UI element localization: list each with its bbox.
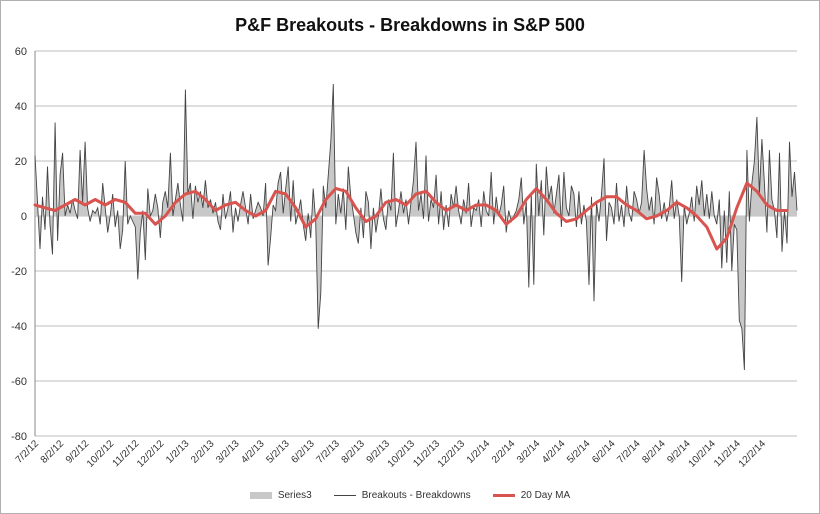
x-tick-label: 4/2/14: [540, 438, 568, 466]
x-tick-label: 8/2/13: [340, 438, 368, 466]
legend-swatch-ma: [492, 494, 515, 497]
legend-label-ma: 20 Day MA: [520, 490, 571, 501]
x-tick-label: 10/2/14: [687, 438, 719, 470]
series3-area-path: [35, 84, 797, 370]
x-tick-label: 6/2/14: [590, 438, 618, 466]
x-tick-label: 5/2/13: [264, 438, 292, 466]
x-tick-label: 3/2/14: [515, 438, 543, 466]
x-tick-label: 6/2/13: [289, 438, 317, 466]
x-tick-label: 10/2/12: [85, 438, 117, 470]
legend-swatch-line: [333, 495, 356, 496]
chart-title: P&F Breakouts - Breakdowns in S&P 500: [235, 15, 585, 35]
x-tick-label: 5/2/14: [565, 438, 593, 466]
y-tick-label: 0: [21, 211, 27, 223]
breakouts-breakdowns-line-layer: [34, 83, 798, 371]
x-axis-ticks: 7/2/128/2/129/2/1210/2/1211/2/1212/2/121…: [14, 438, 769, 470]
ma-line: [33, 181, 789, 251]
x-tick-label: 12/2/14: [737, 438, 769, 470]
y-tick-label: -80: [11, 431, 27, 443]
x-tick-label: 2/2/13: [189, 438, 217, 466]
breakouts-breakdowns-line: [34, 83, 798, 371]
legend-item-breakouts: Breakouts - Breakdowns: [333, 490, 471, 501]
legend-item-series3: Series3: [249, 490, 312, 501]
legend-label-breakouts: Breakouts - Breakdowns: [361, 490, 471, 501]
x-tick-label: 8/2/14: [640, 438, 668, 466]
y-tick-label: 40: [15, 101, 27, 113]
ma-line-layer: [33, 181, 789, 251]
legend-label-series3: Series3: [277, 490, 312, 501]
y-tick-label: -60: [11, 376, 27, 388]
x-tick-label: 7/2/14: [615, 438, 643, 466]
x-tick-label: 7/2/13: [314, 438, 342, 466]
x-tick-label: 3/2/13: [214, 438, 242, 466]
y-axis-ticks: 60 40 20 0 -20 -40 -60 -80: [11, 46, 27, 443]
y-tick-label: 20: [15, 156, 27, 168]
x-tick-label: 2/2/14: [490, 438, 518, 466]
y-tick-label: -40: [11, 321, 27, 333]
y-tick-label: -20: [11, 266, 27, 278]
x-tick-label: 1/2/14: [465, 438, 493, 466]
x-tick-label: 12/2/13: [436, 438, 468, 470]
x-tick-label: 4/2/13: [239, 438, 267, 466]
y-tick-label: 60: [15, 46, 27, 58]
legend: Series3 Breakouts - Breakdowns 20 Day MA: [1, 490, 819, 501]
series3-area: [35, 84, 797, 370]
legend-swatch-area: [249, 492, 272, 499]
x-tick-label: 10/2/13: [386, 438, 418, 470]
legend-item-ma: 20 Day MA: [492, 490, 571, 501]
x-tick-label: 1/2/13: [164, 438, 192, 466]
x-tick-label: 8/2/12: [39, 438, 67, 466]
x-tick-label: 12/2/12: [135, 438, 167, 470]
